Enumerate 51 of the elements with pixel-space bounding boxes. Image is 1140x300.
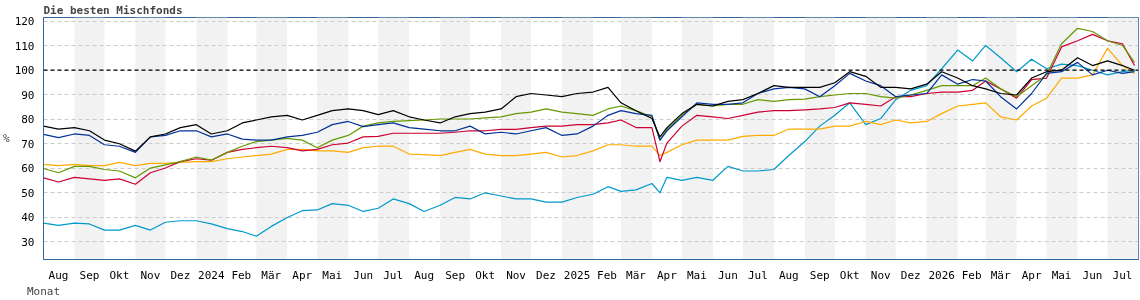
x-tick-label: 2025 (563, 268, 591, 282)
x-tick-label: Dez (900, 268, 921, 282)
x-tick-label: Sep (445, 268, 466, 282)
x-tick-label: Apr (1021, 268, 1042, 282)
x-tick-label: Nov (140, 268, 161, 282)
y-tick-label: 110 (14, 39, 35, 53)
line-series (43, 47, 1136, 167)
x-tick-label: Aug (414, 268, 435, 282)
y-tick-label: 60 (21, 162, 35, 176)
y-tick-label: 50 (21, 186, 35, 200)
x-tick-label: Okt (839, 268, 860, 282)
y-tick-label: 90 (21, 88, 35, 102)
x-tick-label: Jun (717, 268, 738, 282)
x-tick-label: Sep (809, 268, 830, 282)
y-tick-label: 100 (14, 64, 35, 78)
x-tick-label: Mär (626, 268, 647, 282)
x-tick-label: Mär (261, 268, 282, 282)
x-tick-label: Mai (322, 268, 343, 282)
x-tick-label: Aug (48, 268, 69, 282)
x-tick-label: Nov (870, 268, 892, 282)
x-tick-label: 2026 (928, 268, 955, 282)
y-tick-label: 40 (21, 211, 35, 225)
x-tick-label: Jul (1112, 268, 1133, 282)
y-tick-label: 80 (21, 113, 35, 127)
x-axis-title: Monat (26, 284, 61, 298)
y-tick-label: 70 (21, 137, 35, 151)
x-tick-label: Nov (506, 268, 527, 282)
x-tick-label: Mai (686, 268, 707, 282)
x-tick-label: Jun (1082, 268, 1103, 282)
x-tick-label: Jul (747, 268, 768, 282)
x-tick-label: Aug (778, 268, 799, 282)
chart-title: Die besten Mischfonds (43, 3, 183, 17)
x-tick-label: Okt (475, 268, 496, 282)
x-tick-label: 2024 (198, 268, 225, 282)
y-axis-title: % (3, 132, 11, 145)
x-tick-label: Feb (961, 268, 982, 282)
x-tick-label: Mär (990, 268, 1011, 282)
x-tick-label: Feb (231, 268, 252, 282)
y-tick-label: 120 (14, 15, 35, 29)
y-tick-label: 30 (21, 235, 35, 249)
x-tick-label: Apr (292, 268, 313, 282)
x-tick-label: Jun (353, 268, 374, 282)
x-tick-label: Okt (109, 268, 130, 282)
x-tick-label: Feb (597, 268, 617, 282)
x-tick-label: Apr (657, 268, 678, 282)
x-tick-label: Jul (383, 268, 404, 282)
line-series (43, 44, 1136, 237)
x-tick-label: Dez (170, 268, 191, 282)
x-tick-label: Dez (536, 268, 556, 282)
x-tick-label: Mai (1051, 268, 1072, 282)
x-tick-label: Sep (79, 268, 100, 282)
